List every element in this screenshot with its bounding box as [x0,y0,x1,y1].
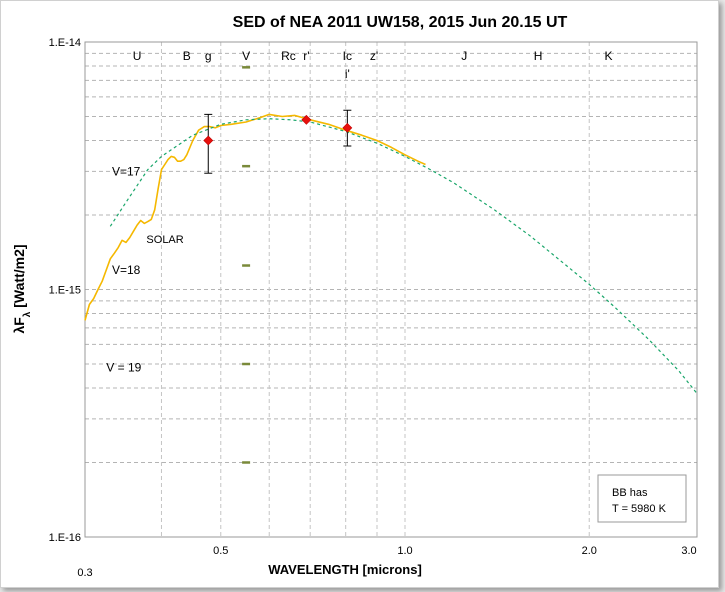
y-tick-label: 1.E-15 [49,285,81,297]
y-title-main: λF [11,317,27,334]
tick-labels: 1.E-16 1.E-15 1.E-14 0.3 0.5 1.0 2.0 3.0 [49,37,697,579]
data-points [203,109,353,174]
chart-title: SED of NEA 2011 UW158, 2015 Jun 20.15 UT [233,14,568,31]
band-label: g [205,49,212,63]
y-axis-title: λFλ [Watt/m2] [11,244,33,333]
y-tick-label: 1.E-16 [49,532,81,544]
band-label: V [242,49,250,63]
bb-box-frame [597,474,687,523]
x-tick-label: 1.0 [397,545,412,557]
band-label: Ic [343,49,352,63]
bb-temperature-box: BB has T = 5980 K [597,474,687,523]
annotations: V=17 SOLAR V=18 V = 19 [106,164,184,374]
magnitude-marks [242,66,251,464]
x-tick-label: 0.5 [213,545,228,557]
plot-area [84,41,698,538]
bb-box-line-2: T = 5980 K [612,503,667,515]
band-label: B [183,49,191,63]
grid-layer [85,42,697,537]
data-point [203,135,214,146]
band-label: H [534,49,543,63]
band-label: Rc [281,49,296,63]
x-tick-label: 2.0 [582,545,597,557]
band-label: J [461,49,467,63]
blackbody-curve [109,118,698,394]
annotation: V=17 [112,164,141,178]
y-title-subscript: λ [22,311,33,317]
band-label: i' [345,67,350,81]
annotation: V=18 [112,263,141,277]
band-label: r' [303,49,309,63]
band-label: K [604,49,612,63]
data-point [301,114,312,125]
annotation: SOLAR [146,234,183,246]
y-tick-label: 1.E-14 [49,37,81,49]
bb-box-line-1: BB has [612,487,648,499]
series-layer [84,113,698,394]
band-label: z' [370,49,378,63]
band-label: U [133,49,142,63]
x-tick-label: 3.0 [681,545,696,557]
y-title-units: [Watt/m2] [11,244,27,311]
annotation: V = 19 [106,360,141,374]
x-axis-title: WAVELENGTH [microns] [268,562,422,577]
x-tick-label: 0.3 [77,567,92,579]
data-point [342,122,353,133]
